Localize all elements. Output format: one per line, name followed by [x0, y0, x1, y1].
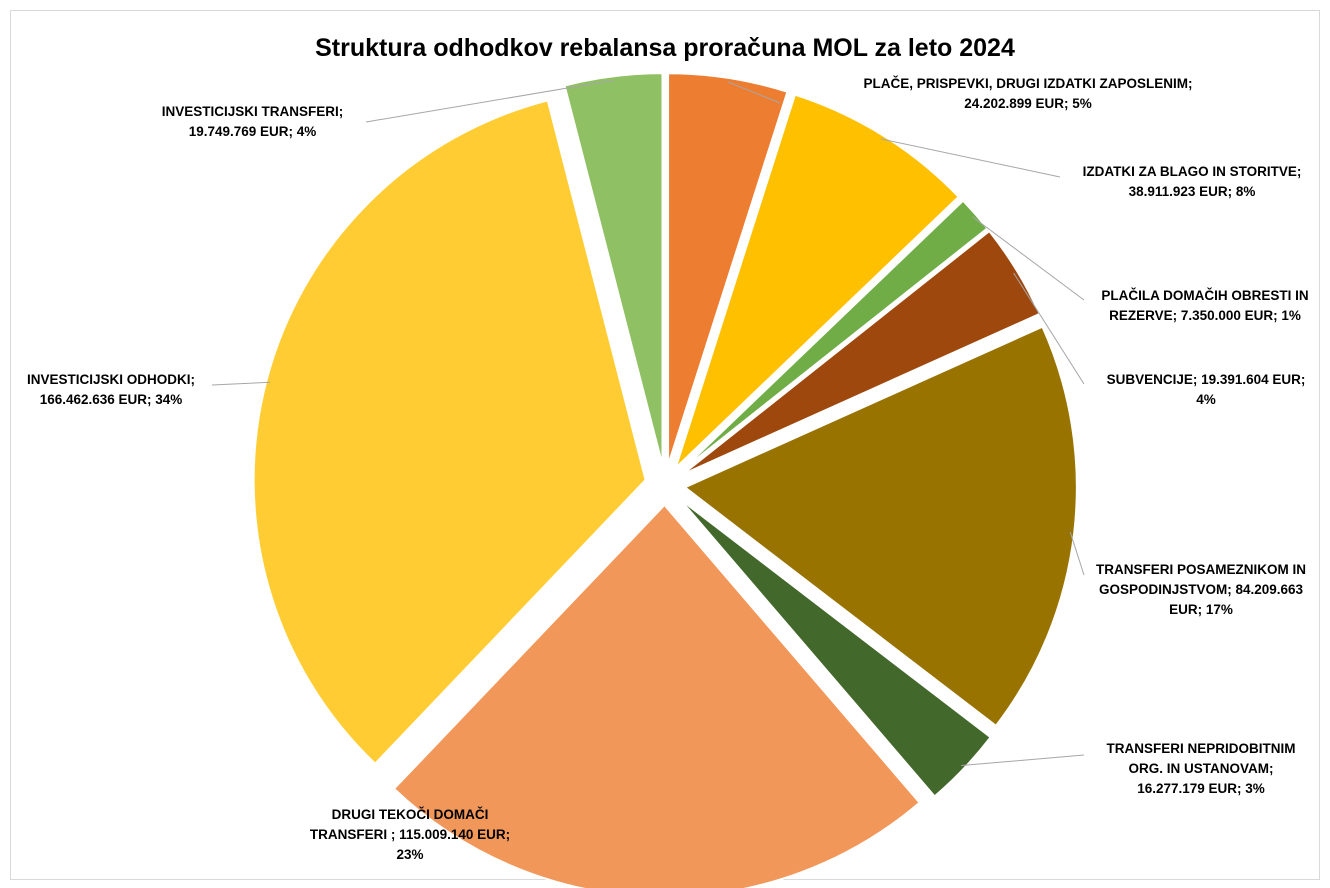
data-label-8: INVESTICIJSKI ODHODKI; 166.462.636 EUR; … — [26, 372, 196, 407]
pie-slice-9 — [563, 72, 664, 466]
pie-slice-1 — [667, 72, 789, 466]
data-label-5: TRANSFERI POSAMEZNIKOM IN GOSPODINJSTVOM… — [1095, 562, 1306, 617]
leader-line-1 — [727, 81, 781, 104]
pie-slice-5 — [682, 325, 1078, 728]
leader-line-6 — [961, 754, 1085, 767]
pie-slice-6 — [678, 497, 993, 798]
data-label-1: PLAČE, PRISPEVKI, DRUGI IZDATKI ZAPOSLEN… — [863, 76, 1193, 111]
pie-slice-7 — [392, 503, 921, 888]
pie-slice-2 — [674, 93, 961, 469]
leader-line-2 — [880, 138, 1061, 178]
data-label-9: INVESTICIJSKI TRANSFERI; 19.749.769 EUR;… — [161, 104, 344, 139]
leader-line-5 — [1069, 532, 1085, 576]
pie-slice-8 — [252, 99, 647, 766]
data-label-2: IZDATKI ZA BLAGO IN STORITVE; 38.911.923… — [1082, 164, 1302, 199]
leader-line-8 — [211, 381, 271, 386]
leader-line-3 — [972, 216, 1085, 301]
data-label-7: DRUGI TEKOČI DOMAČI TRANSFERI ; 115.009.… — [309, 807, 511, 862]
chart-title: Struktura odhodkov rebalansa proračuna M… — [315, 34, 1015, 62]
leader-line-9 — [365, 79, 614, 123]
data-label-3: PLAČILA DOMAČIH OBRESTI IN REZERVE; 7.35… — [1101, 288, 1309, 323]
data-label-6: TRANSFERI NEPRIDOBITNIM ORG. IN USTANOVA… — [1106, 741, 1296, 796]
data-label-4: SUBVENCIJE; 19.391.604 EUR; 4% — [1106, 372, 1306, 407]
leader-line-4 — [1013, 272, 1085, 385]
